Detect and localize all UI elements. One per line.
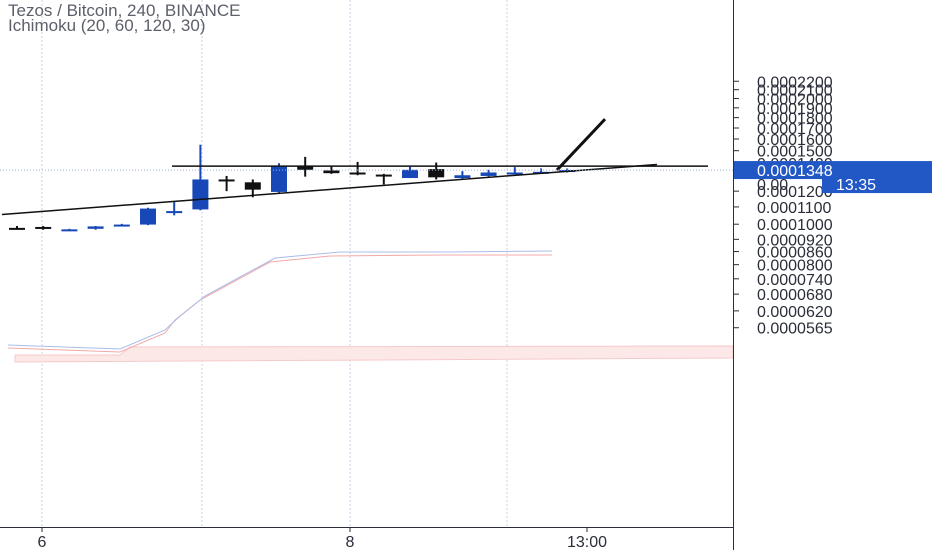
- candle-body: [297, 165, 314, 170]
- candle: [9, 226, 25, 230]
- price-tick-label: 0.0001500: [757, 144, 833, 161]
- last-price-label: 0.0001348: [757, 163, 833, 180]
- price-tick-label: 0.0001900: [757, 101, 833, 118]
- countdown-tag: [822, 176, 932, 194]
- candle: [506, 167, 523, 175]
- price-axis-background: [733, 0, 932, 550]
- price-tick-label: 0.0001800: [757, 111, 833, 128]
- candle-body: [402, 169, 418, 179]
- price-tick-label: 0.0000800: [757, 258, 833, 275]
- price-tick-label: 0.0000565: [757, 321, 833, 338]
- candle-body: [244, 182, 261, 190]
- candle: [349, 161, 366, 176]
- time-tick-label: 6: [38, 534, 47, 550]
- candle: [61, 228, 78, 232]
- candle-body: [375, 174, 392, 177]
- candle-body: [113, 224, 130, 227]
- candle-body: [9, 227, 25, 230]
- candle-body: [506, 172, 523, 175]
- price-tick-label: 0.0000920: [757, 232, 833, 249]
- candle-body: [35, 226, 52, 229]
- candle-body: [271, 166, 287, 192]
- candle: [402, 165, 418, 179]
- candle: [140, 207, 156, 226]
- candle-body: [192, 179, 209, 210]
- candle: [428, 162, 445, 180]
- candle: [480, 169, 497, 177]
- candle-body: [61, 229, 78, 232]
- candle-body: [140, 208, 156, 225]
- candle-body: [454, 175, 471, 179]
- candle: [375, 173, 392, 185]
- chart-title: Tezos / Bitcoin, 240, BINANCE: [8, 1, 241, 20]
- drawings: [0, 118, 733, 216]
- candle-body: [428, 169, 445, 178]
- candle: [454, 171, 471, 179]
- countdown-label: 13:35: [836, 177, 876, 194]
- time-axis: 6 8 13:00: [0, 527, 733, 550]
- candle-body: [218, 179, 235, 182]
- price-tick-label: 0.0000860: [757, 245, 833, 262]
- candle-body: [323, 170, 340, 174]
- time-tick-label: 13:00: [567, 534, 607, 550]
- price-tick-label: 0.0000740: [757, 272, 833, 289]
- candle: [87, 226, 104, 230]
- price-tick-label: 0.0001000: [757, 217, 833, 234]
- candle-body: [349, 172, 366, 175]
- price-tick-label: 0.0000680: [757, 287, 833, 304]
- candle: [35, 226, 52, 230]
- grid: [41, 0, 508, 527]
- last-price-tag: [734, 161, 932, 180]
- price-axis: 0.00022000.00021000.00020000.00019000.00…: [733, 0, 932, 550]
- candle: [166, 202, 183, 216]
- candle-body: [87, 226, 104, 229]
- ichimoku-lines: [7, 250, 553, 353]
- countdown-price-prefix: 0.00: [757, 177, 788, 194]
- price-tick-label: 0.0001600: [757, 132, 833, 149]
- indicator-legend: Ichimoku (20, 60, 120, 30): [8, 16, 206, 35]
- candle: [271, 163, 287, 193]
- support-trendline: [1, 163, 658, 216]
- candle-body: [166, 211, 183, 214]
- candle: [218, 175, 235, 192]
- price-tick-label: 0.0002200: [757, 74, 833, 91]
- price-tick-label: 0.0002100: [757, 83, 833, 100]
- price-tick-label: 0.0001100: [757, 200, 832, 217]
- candle-body: [480, 172, 497, 176]
- price-tick-label: 0.0000620: [757, 304, 833, 321]
- candle: [244, 179, 261, 198]
- ichimoku-conversion-line: [7, 250, 553, 350]
- ichimoku-base-line: [7, 254, 552, 353]
- breakout-arrow-line: [555, 118, 607, 172]
- price-tick-label: 0.0001700: [757, 121, 833, 138]
- candles: [9, 144, 576, 232]
- price-tick-label: 0.0001200: [757, 184, 833, 201]
- price-tick-label: 0.0002000: [757, 92, 833, 109]
- candle: [113, 223, 130, 227]
- candle: [323, 165, 340, 174]
- time-tick-label: 8: [346, 534, 355, 550]
